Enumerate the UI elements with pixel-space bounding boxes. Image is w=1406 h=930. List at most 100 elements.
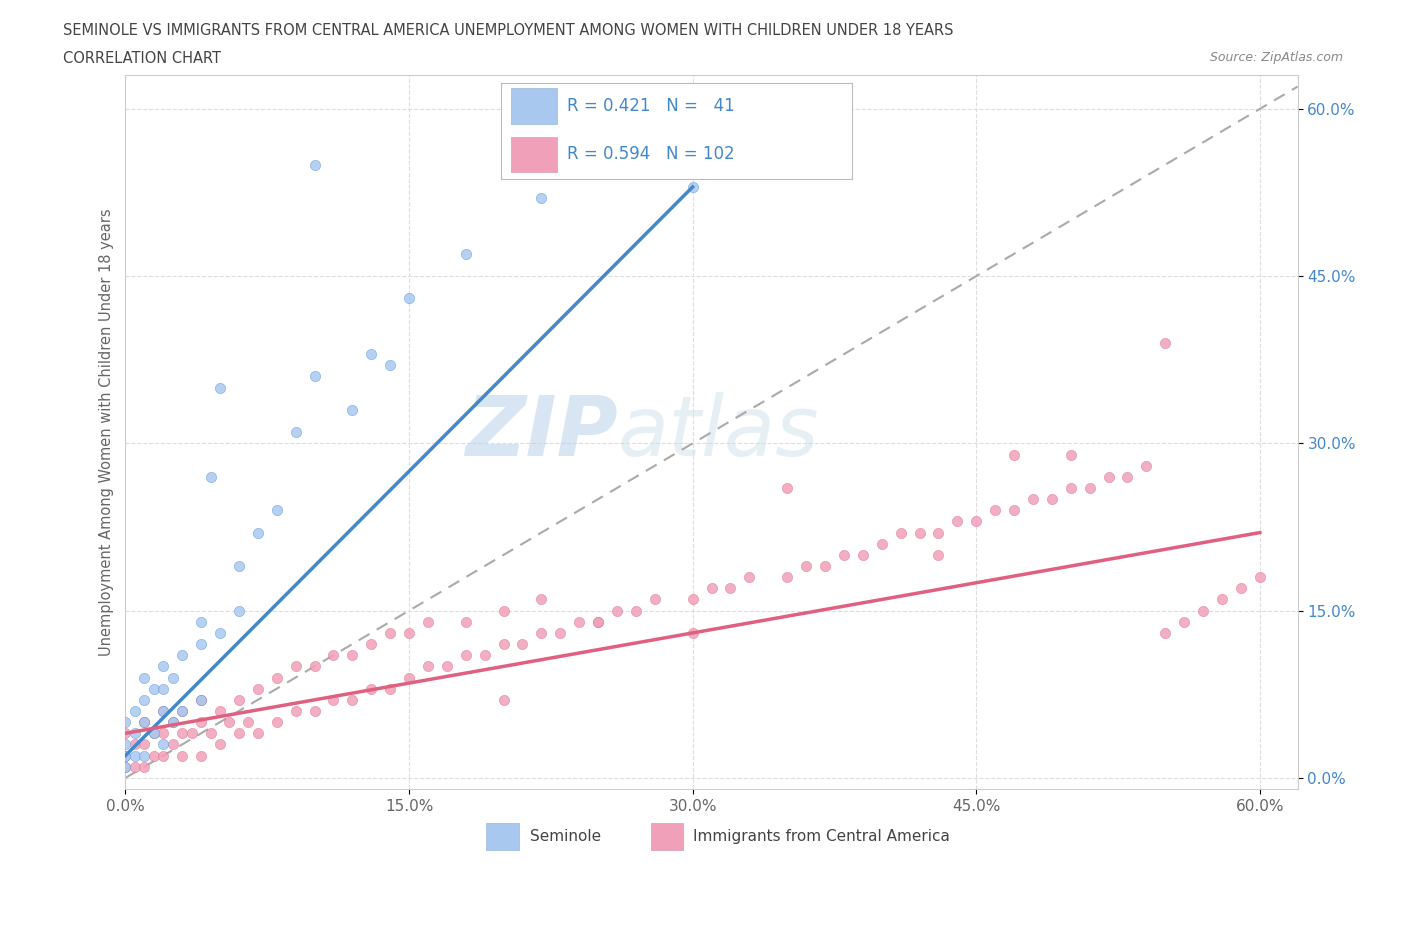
Point (436, 659, 458, 674)
Point (228, 604, 250, 618)
Text: Source: ZipAtlas.com: Source: ZipAtlas.com (1209, 51, 1343, 64)
Point (162, 737, 184, 751)
Point (832, 548, 855, 563)
Point (700, 581, 723, 596)
Point (682, 179, 704, 194)
Point (152, 737, 174, 751)
Point (124, 759, 146, 774)
Point (172, 725, 194, 740)
Bar (651, 822, 683, 850)
Point (208, 703, 231, 718)
Point (927, 525, 949, 540)
Point (228, 725, 250, 740)
Point (398, 671, 420, 685)
Point (134, 748, 156, 763)
Point (238, 714, 260, 729)
Point (162, 714, 184, 729)
Point (360, 682, 382, 697)
Point (218, 714, 240, 729)
Point (162, 671, 184, 685)
Point (304, 157, 326, 172)
Point (1211, 592, 1233, 607)
Point (378, 626, 401, 641)
Point (142, 725, 165, 740)
Point (776, 570, 799, 585)
Point (794, 559, 817, 574)
Point (1002, 503, 1025, 518)
Text: Immigrants from Central America: Immigrants from Central America (693, 829, 949, 844)
Point (172, 703, 194, 718)
Point (134, 671, 156, 685)
Point (492, 604, 515, 618)
Point (162, 714, 184, 729)
Point (1060, 447, 1083, 462)
Point (738, 570, 761, 585)
Text: CORRELATION CHART: CORRELATION CHART (63, 51, 221, 66)
Point (134, 737, 156, 751)
Point (720, 581, 742, 596)
Point (180, 725, 202, 740)
Point (1230, 581, 1253, 596)
Point (1022, 492, 1045, 507)
Point (870, 537, 893, 551)
Point (152, 682, 174, 697)
Point (134, 714, 156, 729)
Point (304, 369, 326, 384)
Point (644, 592, 666, 607)
Point (492, 637, 515, 652)
Point (378, 682, 401, 697)
Point (568, 615, 591, 630)
Point (1097, 470, 1119, 485)
Point (454, 615, 477, 630)
Point (114, 748, 136, 763)
Point (134, 693, 156, 708)
Point (1154, 626, 1177, 641)
Point (454, 648, 477, 663)
Point (890, 525, 912, 540)
Point (134, 759, 156, 774)
Point (190, 615, 212, 630)
Point (114, 737, 136, 751)
Y-axis label: Unemployment Among Women with Children Under 18 years: Unemployment Among Women with Children U… (100, 208, 114, 656)
Point (530, 191, 553, 206)
Point (530, 592, 553, 607)
Point (398, 626, 420, 641)
Point (208, 380, 231, 395)
Point (152, 703, 174, 718)
Point (284, 425, 307, 440)
Point (342, 648, 364, 663)
Point (200, 470, 222, 485)
Point (304, 659, 326, 674)
Text: ZIP: ZIP (465, 392, 617, 472)
Point (190, 693, 212, 708)
Point (208, 737, 231, 751)
Point (124, 737, 146, 751)
Point (304, 703, 326, 718)
Point (266, 714, 288, 729)
Point (530, 626, 553, 641)
Point (208, 626, 231, 641)
Point (1116, 470, 1139, 485)
Point (246, 725, 269, 740)
Point (1060, 481, 1083, 496)
Point (246, 682, 269, 697)
Point (927, 548, 949, 563)
Point (1154, 336, 1177, 351)
Point (965, 514, 987, 529)
Point (360, 637, 382, 652)
Point (624, 604, 647, 618)
Point (550, 626, 572, 641)
Point (776, 481, 799, 496)
Point (114, 714, 136, 729)
Point (142, 748, 165, 763)
Point (114, 748, 136, 763)
Point (378, 358, 401, 373)
Point (172, 748, 194, 763)
Point (228, 559, 250, 574)
Point (134, 714, 156, 729)
Point (1173, 615, 1195, 630)
Point (152, 703, 174, 718)
Point (152, 659, 174, 674)
Point (190, 693, 212, 708)
Point (360, 347, 382, 362)
